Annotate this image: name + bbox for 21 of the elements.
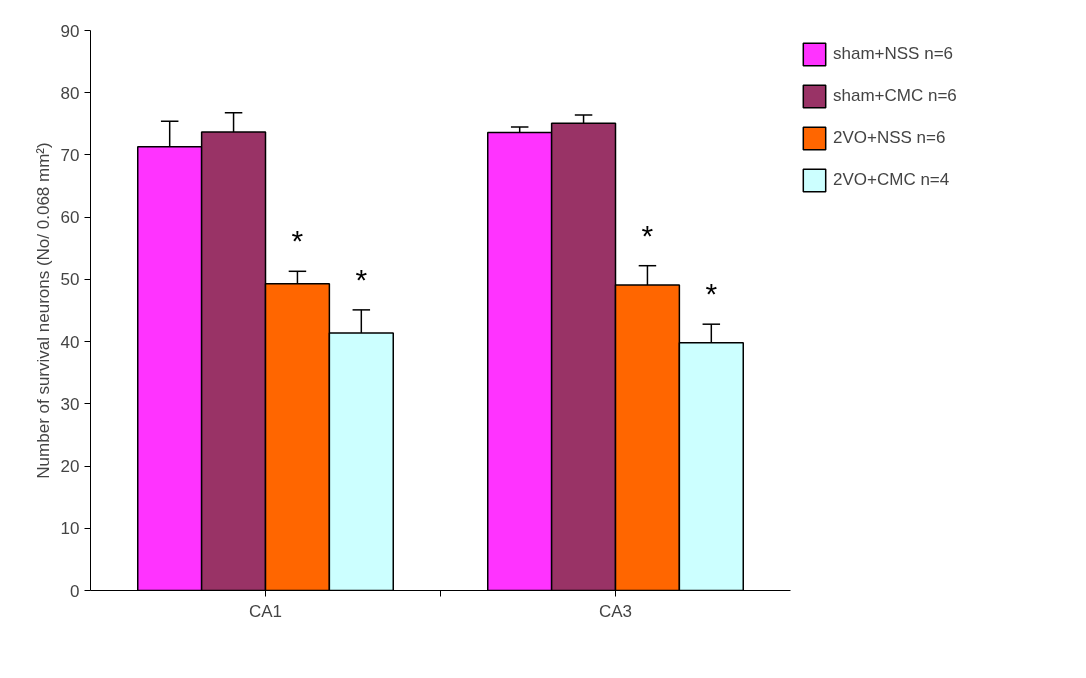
legend-label: 2VO+CMC n=4 <box>833 170 950 190</box>
data-label: * <box>355 262 368 296</box>
y-tick-label: 20 <box>60 457 80 477</box>
y-tick-label: 30 <box>60 394 80 414</box>
x-tick-label: CA3 <box>598 601 633 621</box>
y-tick-label: 60 <box>60 208 80 228</box>
data-label: * <box>641 218 654 252</box>
x-tick-label: CA1 <box>248 601 283 621</box>
data-label: * <box>291 224 304 258</box>
data-label: * <box>705 277 718 311</box>
y-tick-label: 70 <box>60 145 80 165</box>
y-tick-label: 40 <box>60 332 80 352</box>
legend-label: sham+NSS n=6 <box>833 44 954 64</box>
legend-label: sham+CMC n=6 <box>833 86 957 106</box>
legend-label: 2VO+NSS n=6 <box>833 128 946 148</box>
y-tick-label: 50 <box>60 270 80 290</box>
y-axis-title: Number of survival neurons (No/ 0.068 mm²) <box>33 142 53 479</box>
y-tick-label: 0 <box>70 581 80 601</box>
y-tick-label: 90 <box>60 21 80 41</box>
y-tick-label: 10 <box>60 519 80 539</box>
y-tick-label: 80 <box>60 83 80 103</box>
